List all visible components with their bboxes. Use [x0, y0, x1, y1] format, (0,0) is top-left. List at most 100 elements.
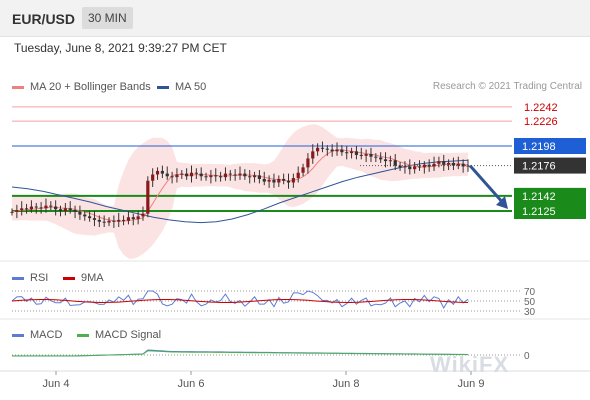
candle: [155, 170, 160, 175]
candle: [432, 163, 436, 167]
candle: [282, 178, 286, 181]
macd-swatch: [12, 333, 24, 337]
rsi-ma-swatch: [63, 276, 75, 280]
candle: [44, 205, 48, 209]
candle: [228, 173, 232, 175]
rsi-level-label: 30: [524, 307, 536, 318]
candle: [306, 158, 310, 168]
candle: [78, 211, 82, 215]
timestamp: Tuesday, June 8, 2021 9:39:27 PM CET: [14, 41, 227, 55]
candle: [451, 162, 456, 166]
candle: [325, 148, 329, 150]
x-tick-label: Jun 8: [333, 378, 360, 390]
candle: [296, 172, 300, 179]
candle: [54, 206, 58, 210]
candle: [413, 166, 417, 170]
candle: [102, 221, 106, 223]
bollinger-band: [12, 124, 468, 259]
rsi-level-label: 50: [524, 297, 536, 308]
candle: [151, 174, 155, 181]
candle: [165, 173, 169, 177]
candle: [393, 160, 397, 166]
watermark: WikiFX: [430, 352, 510, 377]
candle: [461, 163, 465, 167]
macd-signal-line: [12, 350, 469, 357]
x-tick-label: Jun 6: [178, 378, 205, 390]
candle: [456, 163, 460, 166]
ma50-swatch: [157, 85, 169, 89]
candle: [233, 174, 237, 176]
candle: [189, 172, 194, 177]
candle: [185, 173, 189, 177]
candle: [141, 213, 145, 217]
candle: [146, 180, 150, 214]
candle: [175, 174, 179, 178]
candle: [262, 178, 266, 182]
candle: [136, 216, 140, 220]
candle: [359, 154, 363, 156]
candle: [92, 218, 97, 220]
level-label-1.2176: 1.2176: [522, 161, 556, 173]
candle: [354, 151, 359, 155]
candle: [15, 210, 19, 212]
forecast-arrow-shaft: [468, 164, 506, 205]
candle: [131, 217, 135, 220]
level-label-1.2198: 1.2198: [522, 141, 556, 153]
candle: [316, 147, 320, 152]
legend-rsi: RSI: [12, 272, 48, 284]
chart-header: EUR/USD 30 MIN: [0, 0, 590, 37]
ma50-line: [11, 159, 469, 224]
candle: [272, 179, 276, 183]
candle: [335, 149, 339, 152]
level-label-1.2125: 1.2125: [522, 206, 556, 218]
candle: [291, 178, 295, 183]
candle: [398, 165, 402, 168]
candle: [29, 206, 34, 210]
macd-level-label: 0: [524, 351, 530, 362]
candle: [442, 161, 446, 165]
candle: [311, 151, 315, 159]
legend-macd-signal: MACD Signal: [77, 329, 161, 341]
candle: [88, 216, 92, 219]
candle: [160, 170, 164, 174]
candle: [126, 217, 131, 221]
level-box-1.2125: [514, 203, 586, 219]
candle: [73, 210, 77, 212]
candle: [466, 165, 470, 167]
candle: [209, 175, 213, 178]
candle: [383, 159, 388, 162]
candle: [199, 173, 203, 177]
candle: [63, 208, 67, 211]
candle: [427, 164, 431, 167]
candle: [340, 149, 344, 153]
candle: [320, 147, 325, 149]
legend-macd: MACD: [12, 329, 62, 341]
x-tick-label: Jun 4: [43, 378, 70, 390]
candle: [223, 173, 228, 178]
forecast-arrow-head: [496, 196, 508, 209]
candle: [408, 166, 412, 170]
ma20-swatch: [12, 85, 24, 89]
candle: [286, 180, 291, 183]
candle: [117, 219, 121, 222]
candle: [422, 164, 426, 168]
candle: [403, 166, 407, 168]
candle: [194, 172, 198, 174]
candle: [277, 178, 281, 183]
candle: [248, 176, 252, 178]
candle: [83, 214, 87, 217]
macd-signal-swatch: [77, 333, 89, 337]
candle: [364, 154, 368, 156]
candle: [39, 207, 43, 209]
candle: [349, 151, 354, 154]
candle: [204, 176, 208, 178]
source-credit: Research © 2021 Trading Central: [432, 81, 582, 92]
candle: [20, 208, 24, 211]
rsi-swatch: [12, 276, 24, 280]
legend-ma20-bb: MA 20 + Bollinger Bands: [12, 81, 151, 93]
level-label-1.2226: 1.2226: [524, 116, 558, 128]
rsi-ma-line: [11, 299, 469, 303]
candle: [180, 173, 184, 175]
timeframe-button[interactable]: 30 MIN: [82, 7, 133, 29]
candle: [218, 176, 223, 178]
